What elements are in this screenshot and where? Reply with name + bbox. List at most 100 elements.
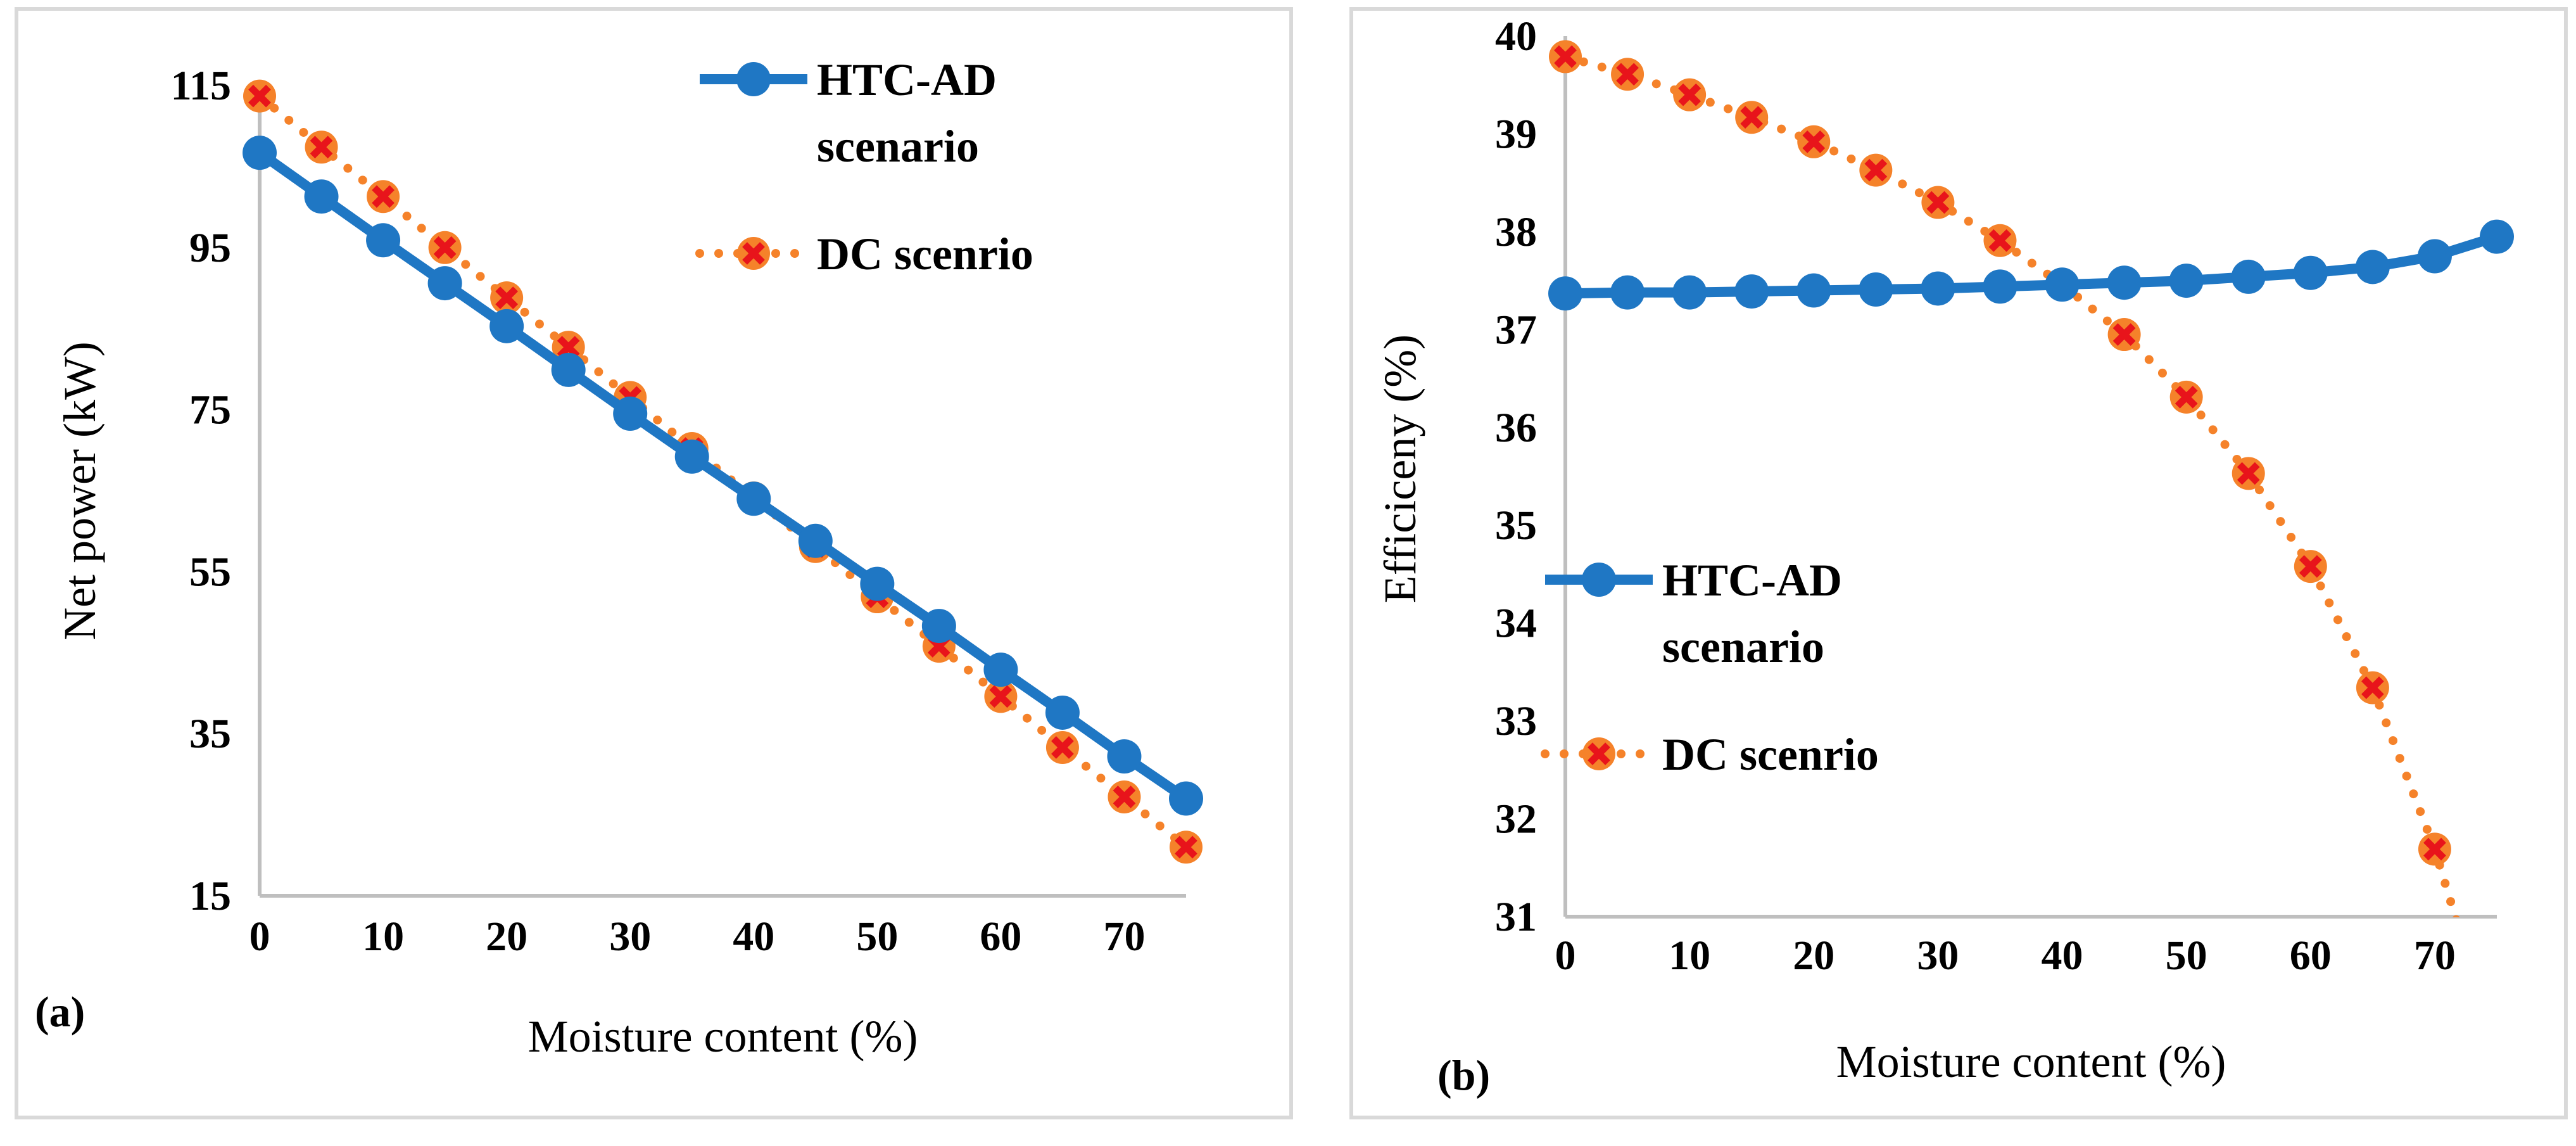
y-axis-title: Net power (kW) xyxy=(54,341,105,640)
x-tick-label: 30 xyxy=(1917,933,1959,979)
dc-marker xyxy=(2294,550,2327,583)
dc-marker xyxy=(305,131,338,164)
dc-line xyxy=(1561,52,2460,917)
dc-marker-cross xyxy=(1926,191,1950,214)
x-tick-label: 0 xyxy=(249,914,270,960)
panel-a-border xyxy=(15,7,1293,1119)
htc-marker xyxy=(2107,265,2142,300)
dc-marker xyxy=(1045,730,1079,764)
y-tick-label: 15 xyxy=(189,873,231,919)
htc-marker xyxy=(2355,250,2390,284)
htc-marker xyxy=(2231,259,2266,294)
dc-marker xyxy=(1859,153,1893,187)
x-tick-label: 20 xyxy=(1793,933,1834,979)
dc-marker-cross xyxy=(2175,386,2198,409)
legend-dc-label: DC scenrio xyxy=(817,229,1033,279)
dc-marker-cross xyxy=(1616,63,1639,86)
dc-marker xyxy=(1735,101,1769,134)
dc-marker-cross xyxy=(2299,555,2322,578)
htc-marker xyxy=(1983,269,2017,304)
x-tick-label: 70 xyxy=(1103,914,1145,960)
htc-marker xyxy=(366,223,401,258)
panel-b: 31 32 33 34 35 36 37 38 39 40 0 10 20 30 40 50 60 70 Moist… xyxy=(1375,13,2514,1099)
x-tick-label: 40 xyxy=(2042,933,2083,979)
series-htc-ad xyxy=(243,136,1203,816)
dc-marker xyxy=(1549,40,1582,73)
htc-marker xyxy=(304,179,339,214)
dc-marker xyxy=(2232,457,2265,490)
htc-marker xyxy=(1859,272,1893,307)
y-tick-label: 39 xyxy=(1495,111,1537,157)
dc-marker xyxy=(1797,125,1831,158)
dc-marker xyxy=(490,281,524,315)
dc-marker-cross xyxy=(2237,462,2260,485)
dc-marker-cross xyxy=(1113,786,1136,808)
htc-marker xyxy=(551,352,586,387)
htc-marker xyxy=(2045,267,2080,302)
htc-marker xyxy=(983,653,1018,687)
dc-marker xyxy=(2418,832,2451,866)
htc-marker xyxy=(1610,275,1645,310)
legend-htc-ad-label-2: scenario xyxy=(1662,621,1824,672)
y-tick-label: 75 xyxy=(189,387,231,433)
x-tick-label: 50 xyxy=(856,914,898,960)
panel-b-border xyxy=(1349,7,2568,1119)
htc-marker xyxy=(1107,739,1142,774)
htc-marker xyxy=(674,439,709,474)
htc-marker xyxy=(427,266,462,301)
htc-marker xyxy=(2480,219,2514,254)
htc-marker xyxy=(1921,271,1955,306)
x-tick-label: 30 xyxy=(609,914,651,960)
htc-marker xyxy=(1548,276,1582,311)
htc-marker xyxy=(2417,239,2452,274)
htc-marker xyxy=(2169,264,2204,298)
dc-marker-cross xyxy=(248,84,271,108)
x-tick-label: 10 xyxy=(1669,933,1710,979)
y-tick-label: 95 xyxy=(189,225,231,271)
htc-marker xyxy=(1582,563,1616,597)
dc-marker xyxy=(1170,831,1203,864)
dc-marker xyxy=(367,180,400,213)
y-tick-label: 32 xyxy=(1495,796,1537,843)
y-tick-label: 31 xyxy=(1495,894,1537,940)
dc-marker xyxy=(1673,78,1707,111)
dc-marker-cross xyxy=(310,136,333,159)
x-tick-label: 60 xyxy=(2290,933,2332,979)
htc-ad-line xyxy=(1565,231,2499,299)
dc-marker-cross xyxy=(1051,736,1074,759)
htc-marker xyxy=(1796,273,1831,308)
panel-label: (b) xyxy=(1437,1051,1490,1099)
dc-marker xyxy=(737,237,770,270)
x-tick-label: 50 xyxy=(2166,933,2207,979)
htc-marker xyxy=(613,396,648,431)
y-tick-label: 55 xyxy=(189,549,231,595)
dc-marker xyxy=(1582,737,1615,770)
dc-marker-cross xyxy=(1802,130,1826,153)
legend: HTC-AD scenario DC scenrio xyxy=(695,54,1033,279)
dc-marker xyxy=(1921,186,1955,219)
y-tick-label: 35 xyxy=(189,711,231,757)
x-axis-title: Moisture content (%) xyxy=(1836,1036,2226,1087)
dc-marker xyxy=(984,680,1018,713)
legend-dc-label: DC scenrio xyxy=(1662,729,1879,780)
plot-area xyxy=(1548,40,2514,917)
y-tick-label: 36 xyxy=(1495,405,1537,451)
dc-marker xyxy=(2107,318,2141,352)
dc-marker-cross xyxy=(742,242,765,265)
dc-marker-cross xyxy=(433,236,457,259)
dc-marker xyxy=(1983,224,2017,257)
htc-marker xyxy=(798,523,833,558)
htc-marker xyxy=(2293,255,2328,290)
dc-marker-cross xyxy=(2112,323,2136,346)
x-axis-title: Moisture content (%) xyxy=(528,1011,918,1062)
dc-marker-cross xyxy=(989,685,1013,708)
legend-htc-ad-label: HTC-AD xyxy=(817,54,997,105)
x-tick-label: 20 xyxy=(486,914,527,960)
legend: HTC-AD scenario DC scenrio xyxy=(1541,555,1879,780)
dc-marker-cross xyxy=(1678,83,1702,106)
dc-marker xyxy=(243,79,276,113)
dc-marker-cross xyxy=(1588,742,1610,765)
htc-marker xyxy=(860,566,895,601)
y-tick-label: 33 xyxy=(1495,698,1537,744)
